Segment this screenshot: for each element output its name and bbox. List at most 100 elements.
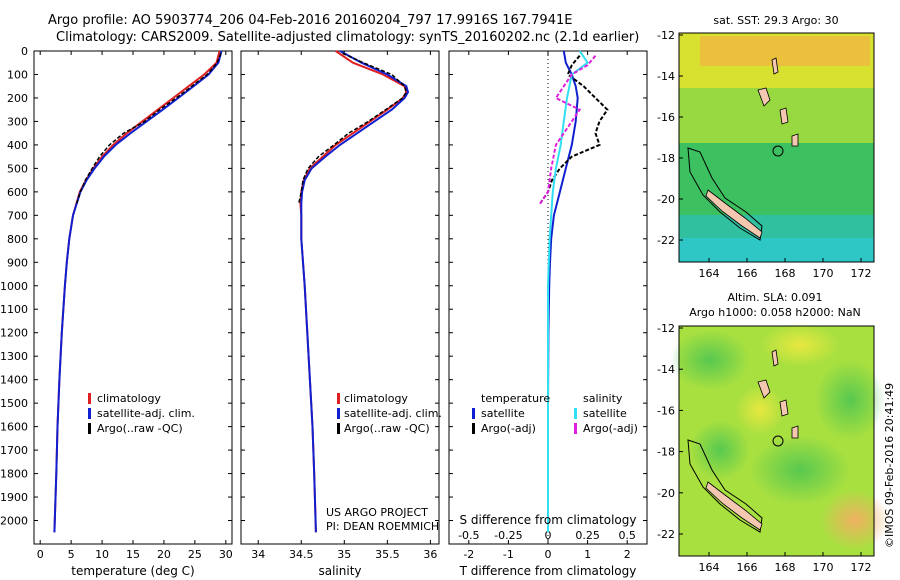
argo-float-location — [772, 435, 784, 447]
x-tick-label: 2 — [624, 548, 631, 561]
legend-swatch-s-argo — [574, 423, 577, 434]
map-lat-label: -22 — [657, 234, 675, 247]
project-annotation-1: US ARGO PROJECT — [326, 506, 428, 519]
temp-argo-line — [75, 53, 222, 204]
temperature-legend: climatology satellite-adj. clim. Argo(..… — [88, 392, 195, 435]
depth-tick-label: 900 — [7, 256, 28, 269]
depth-tick-label: 500 — [7, 162, 28, 175]
x-tick-label: 15 — [126, 548, 140, 561]
legend-swatch-climatology — [337, 393, 340, 404]
s-tick-label: 0.25 — [575, 529, 600, 542]
x-tick-label: 36 — [423, 548, 437, 561]
depth-tick-label: 0 — [21, 45, 28, 58]
sst-map-frame — [678, 32, 875, 263]
sla-blob — [760, 323, 840, 367]
legend-label-s-satellite: satellite — [583, 407, 627, 420]
x-tick-label: -1 — [503, 548, 514, 561]
sst-warm-core — [700, 36, 870, 66]
map-lat-label: -18 — [657, 152, 675, 165]
legend-title-temperature: temperature — [481, 392, 550, 405]
x-tick-label: 0 — [545, 548, 552, 561]
legend-swatch-argo — [337, 423, 340, 434]
map-lat-label: -16 — [657, 111, 675, 124]
x-tick-label: 35.5 — [375, 548, 400, 561]
map-lon-label: 164 — [699, 267, 720, 280]
temperature-xlabel: temperature (deg C) — [71, 564, 194, 578]
depth-tick-label: 1000 — [0, 280, 28, 293]
depth-tick-label: 1400 — [0, 374, 28, 387]
difference-xlabel-2: S difference from climatology — [460, 513, 637, 527]
temp-satellite-line — [53, 50, 223, 533]
legend-swatch-t-argo — [472, 423, 475, 434]
x-tick-label: 0 — [37, 548, 44, 561]
sla-map-island — [705, 481, 763, 531]
map-lon-label: 168 — [775, 267, 796, 280]
depth-tick-label: 100 — [7, 68, 28, 81]
map-lat-label: -20 — [657, 193, 675, 206]
depth-tick-label: 1800 — [0, 468, 28, 481]
x-tick-label: 25 — [188, 548, 202, 561]
sla-map-axes: -12 -14 -16 -18 -20 -22 164 166 168 170 172 — [657, 322, 871, 574]
sst-map — [678, 32, 875, 263]
map-lat-label: -18 — [657, 446, 675, 459]
x-tick-label: -2 — [463, 548, 474, 561]
depth-tick-label: 800 — [7, 233, 28, 246]
map-lat-label: -12 — [657, 322, 675, 335]
x-tick-label: 5 — [68, 548, 75, 561]
sla-blob — [815, 360, 885, 440]
argo-float-location — [772, 145, 784, 157]
depth-tick-label: 1300 — [0, 350, 28, 363]
s-tick-label: -0.5 — [458, 529, 479, 542]
legend-label-argo: Argo(..raw -QC) — [344, 422, 430, 435]
x-tick-label: 1 — [584, 548, 591, 561]
depth-axis: 0 100 200 300 400 500 600 700 800 900 1000 1100 1200… — [0, 45, 647, 528]
temp-climatology-line — [53, 50, 221, 533]
sst-mid-band — [679, 88, 874, 143]
sla-map-frame — [678, 325, 875, 557]
sal-climatology-line — [299, 50, 408, 533]
s-tick-label: 0.5 — [618, 529, 636, 542]
sla-map — [670, 323, 890, 557]
depth-tick-label: 1100 — [0, 303, 28, 316]
salinity-xlabel: salinity — [318, 564, 361, 578]
depth-tick-label: 300 — [7, 115, 28, 128]
legend-label-satellite: satellite-adj. clim. — [344, 407, 442, 420]
sla-blob — [820, 490, 890, 550]
map-lon-label: 166 — [737, 267, 758, 280]
legend-swatch-satellite — [88, 408, 91, 419]
depth-tick-label: 600 — [7, 186, 28, 199]
legend-title-salinity: salinity — [583, 392, 623, 405]
depth-tick-label: 700 — [7, 209, 28, 222]
legend-label-climatology: climatology — [344, 392, 408, 405]
x-tick-label: 30 — [219, 548, 233, 561]
legend-label-satellite: satellite-adj. clim. — [97, 407, 195, 420]
s-argo-diff-line — [539, 55, 597, 205]
project-annotation-2: PI: DEAN ROEMMICH — [326, 520, 439, 533]
map-lon-label: 170 — [813, 561, 834, 574]
legend-swatch-s-satellite — [574, 408, 577, 419]
sst-map-title: sat. SST: 29.3 Argo: 30 — [713, 14, 838, 27]
legend-swatch-satellite — [337, 408, 340, 419]
temperature-lines — [53, 50, 223, 533]
x-tick-label: 34 — [251, 548, 265, 561]
depth-tick-label: 400 — [7, 139, 28, 152]
legend-swatch-t-satellite — [472, 408, 475, 419]
map-lon-label: 164 — [699, 561, 720, 574]
difference-xlabel: T difference from climatology — [459, 564, 637, 578]
title-line-1: Argo profile: AO 5903774_206 04-Feb-2016… — [48, 13, 572, 28]
map-lat-label: -22 — [657, 528, 675, 541]
map-lat-label: -20 — [657, 487, 675, 500]
depth-tick-label: 1900 — [0, 491, 28, 504]
salinity-axis: 34 34.5 35 35.5 36 — [251, 51, 437, 561]
map-lon-label: 172 — [851, 561, 872, 574]
sal-argo-line — [297, 52, 408, 204]
credit-text: ©IMOS 09-Feb-2016 20:41:49 — [883, 383, 896, 548]
sla-map-title-1: Altim. SLA: 0.091 — [727, 291, 822, 304]
map-lat-label: -14 — [657, 70, 675, 83]
salinity-lines — [297, 50, 410, 533]
title-line-2: Climatology: CARS2009. Satellite-adjuste… — [56, 30, 639, 45]
map-lon-label: 168 — [775, 561, 796, 574]
sst-cool-core — [679, 238, 874, 262]
sla-blob — [750, 435, 850, 505]
